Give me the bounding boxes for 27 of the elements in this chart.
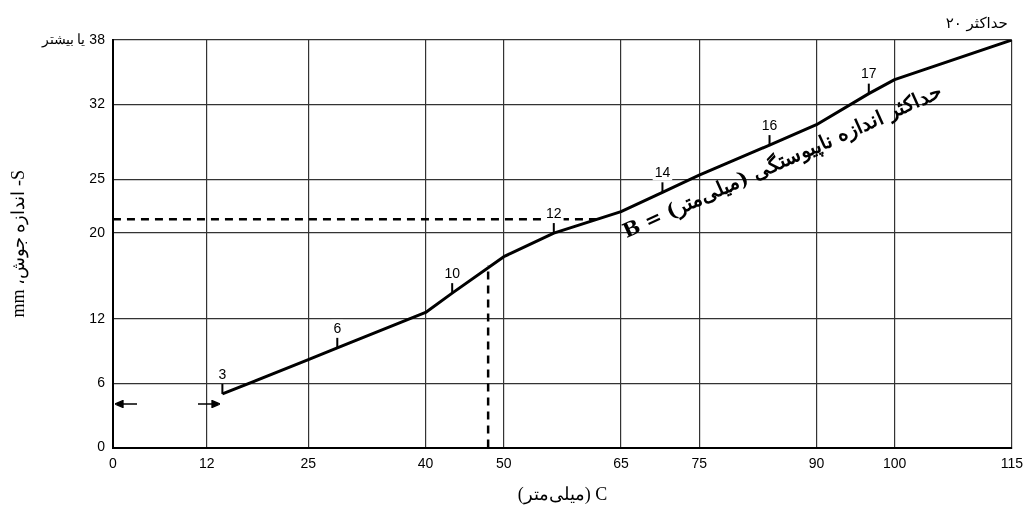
annotation: 17 — [861, 65, 877, 82]
annotation: 12 — [546, 204, 562, 221]
x-axis-title: C (میلی‌متر) — [517, 483, 608, 505]
x-tick-label: 90 — [808, 454, 825, 471]
annotation: 6 — [333, 319, 342, 336]
x-tick-label: 65 — [613, 454, 630, 471]
y-axis-title: S- اندازه جوش، mm — [7, 170, 29, 318]
y-tick-label: 20 — [89, 223, 106, 240]
y-tick-label: 6 — [97, 374, 106, 391]
text: حداکثر ۲۰ — [945, 14, 1008, 33]
x-tick-label: 100 — [882, 454, 907, 471]
x-tick-label: 40 — [417, 454, 434, 471]
y-tick-label: 38 یا بیشتر — [40, 30, 106, 48]
x-tick-label: 12 — [198, 454, 215, 471]
x-tick-label: 25 — [300, 454, 317, 471]
annotation: 14 — [654, 164, 671, 181]
x-tick-label: 50 — [495, 454, 512, 471]
y-tick-label: 0 — [97, 438, 106, 455]
y-tick-label: 25 — [89, 170, 106, 187]
annotation: 16 — [761, 116, 778, 133]
x-tick-label: 0 — [109, 454, 118, 471]
x-tick-label: 115 — [1000, 454, 1024, 471]
annotation: 3 — [218, 365, 227, 382]
x-tick-label: 75 — [691, 454, 708, 471]
y-tick-label: 12 — [89, 309, 106, 326]
annotation: 10 — [444, 265, 461, 281]
y-tick-label: 32 — [89, 95, 106, 112]
